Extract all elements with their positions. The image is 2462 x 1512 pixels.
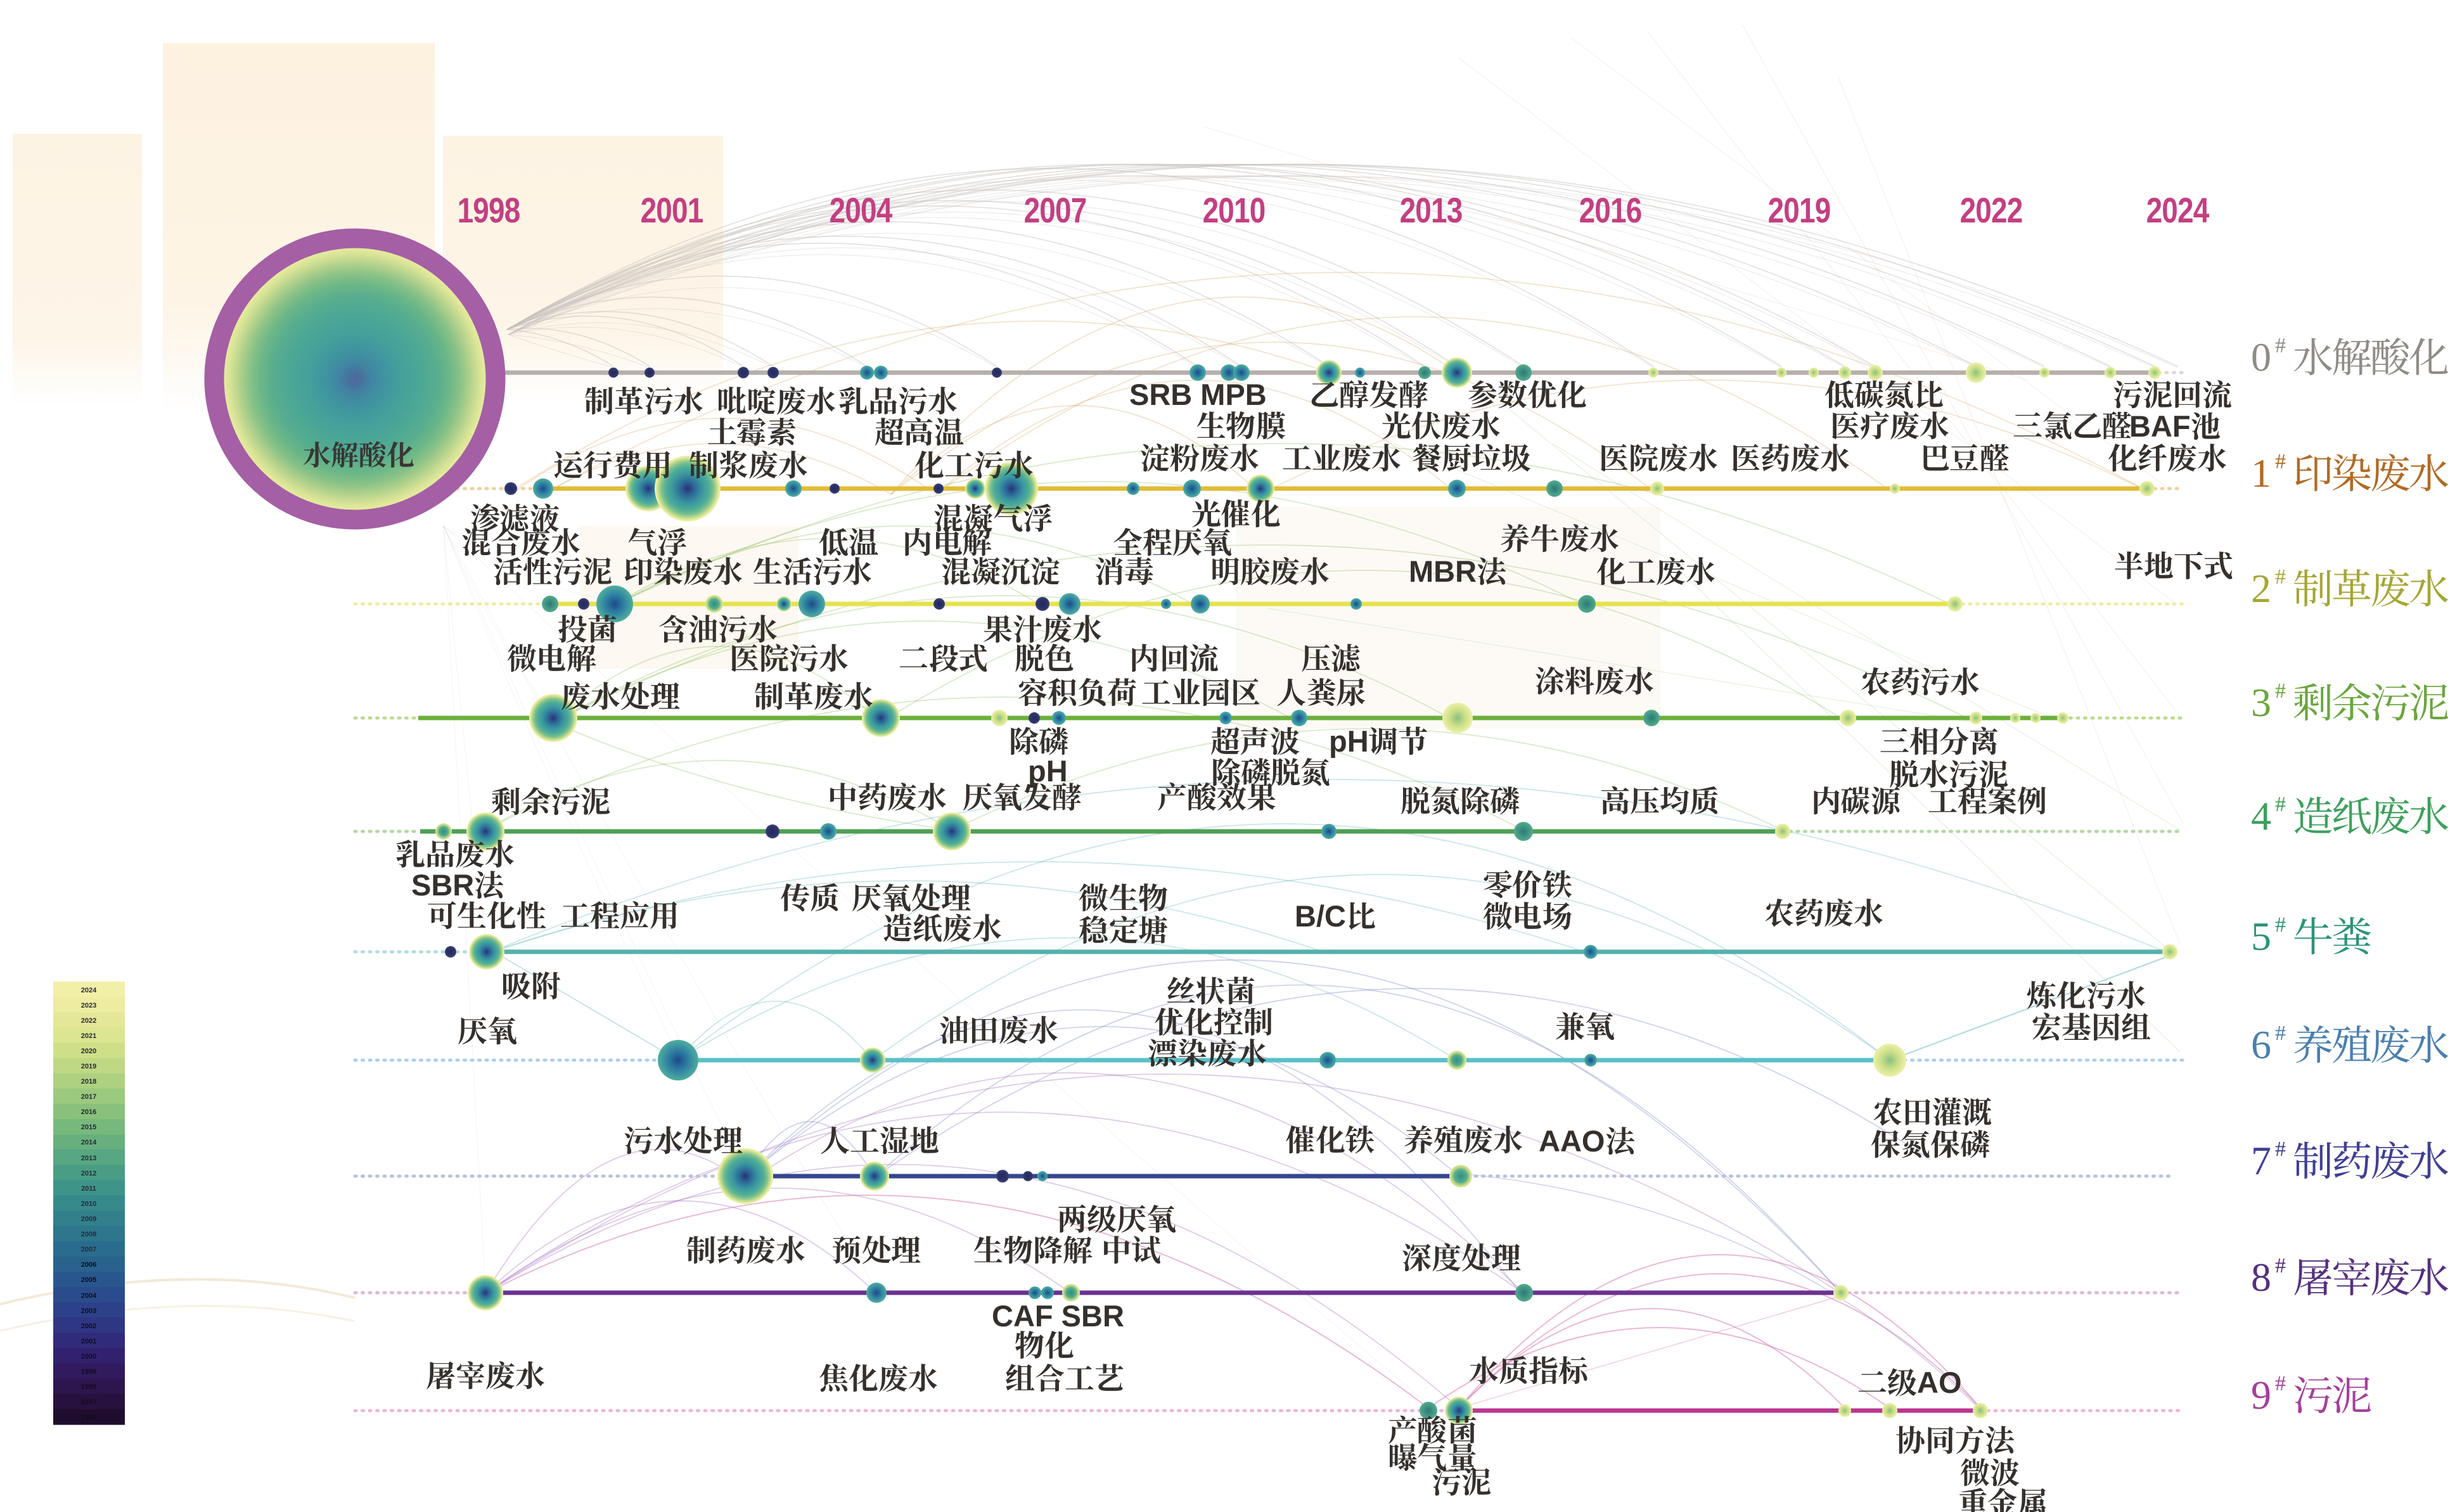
svg-text:#: # (2275, 1022, 2286, 1045)
svg-text:pH: pH (1329, 724, 1369, 758)
svg-text:2019: 2019 (1768, 191, 1831, 230)
svg-text:MBR: MBR (1409, 554, 1477, 588)
svg-text:2015: 2015 (81, 1124, 96, 1131)
svg-text:#: # (2275, 1254, 2286, 1278)
svg-text:2020: 2020 (81, 1048, 96, 1055)
svg-text:6: 6 (2251, 1022, 2271, 1067)
svg-text:SRB MPB: SRB MPB (1129, 378, 1267, 411)
svg-text:7: 7 (2251, 1138, 2271, 1183)
svg-text:2010: 2010 (1203, 191, 1266, 230)
svg-text:2021: 2021 (81, 1032, 96, 1040)
svg-text:2000: 2000 (81, 1353, 96, 1361)
svg-text:2019: 2019 (81, 1063, 96, 1070)
svg-text:#: # (2275, 913, 2286, 937)
svg-text:2022: 2022 (1960, 191, 2023, 230)
svg-text:2013: 2013 (81, 1155, 96, 1162)
svg-text:2018: 2018 (81, 1078, 96, 1086)
svg-text:2006: 2006 (81, 1261, 96, 1269)
svg-text:2004: 2004 (81, 1292, 97, 1300)
svg-text:2008: 2008 (81, 1231, 96, 1238)
svg-text:SBR: SBR (411, 868, 474, 902)
svg-text:#: # (2275, 450, 2286, 473)
svg-text:BAF: BAF (2129, 409, 2191, 443)
svg-text:1997: 1997 (81, 1399, 96, 1406)
svg-text:2003: 2003 (81, 1307, 96, 1315)
svg-text:2014: 2014 (81, 1139, 97, 1146)
svg-text:#: # (2275, 1137, 2286, 1161)
svg-text:3: 3 (2251, 680, 2271, 725)
svg-text:1998: 1998 (458, 191, 520, 230)
svg-text:2022: 2022 (81, 1017, 96, 1025)
svg-text:pH: pH (1028, 754, 1068, 788)
svg-text:CAF SBR: CAF SBR (992, 1299, 1124, 1333)
svg-text:2001: 2001 (81, 1338, 96, 1345)
svg-text:AO: AO (1917, 1366, 1962, 1399)
svg-text:#: # (2275, 793, 2286, 816)
svg-text:2023: 2023 (81, 1002, 96, 1009)
svg-text:1996: 1996 (81, 1414, 96, 1421)
svg-text:2007: 2007 (81, 1246, 96, 1253)
svg-text:1999: 1999 (81, 1368, 96, 1376)
svg-text:2017: 2017 (81, 1093, 96, 1101)
svg-text:8: 8 (2251, 1255, 2271, 1300)
svg-text:2024: 2024 (2146, 191, 2210, 230)
svg-text:2010: 2010 (81, 1200, 96, 1208)
svg-text:4: 4 (2251, 793, 2271, 838)
svg-text:2007: 2007 (1024, 191, 1087, 230)
svg-text:2011: 2011 (81, 1185, 96, 1193)
svg-text:2009: 2009 (81, 1215, 96, 1223)
svg-text:#: # (2275, 1372, 2286, 1395)
svg-text:AAO: AAO (1539, 1124, 1605, 1158)
svg-text:9: 9 (2251, 1373, 2271, 1418)
svg-text:2016: 2016 (81, 1108, 96, 1116)
svg-text:2005: 2005 (81, 1276, 96, 1284)
svg-text:2001: 2001 (641, 191, 703, 230)
svg-text:2: 2 (2251, 566, 2271, 611)
svg-text:#: # (2275, 334, 2286, 357)
svg-text:2016: 2016 (1579, 191, 1642, 230)
svg-text:2024: 2024 (81, 987, 97, 994)
svg-text:2012: 2012 (81, 1170, 96, 1177)
svg-text:0: 0 (2251, 335, 2271, 380)
svg-text:1: 1 (2251, 451, 2271, 496)
svg-text:B/C: B/C (1295, 899, 1346, 933)
svg-text:#: # (2275, 679, 2286, 703)
svg-text:2013: 2013 (1400, 191, 1463, 230)
svg-text:1998: 1998 (81, 1383, 96, 1391)
svg-text:5: 5 (2251, 914, 2271, 959)
svg-text:2004: 2004 (830, 191, 893, 230)
svg-text:#: # (2275, 565, 2286, 589)
svg-text:2002: 2002 (81, 1323, 96, 1330)
